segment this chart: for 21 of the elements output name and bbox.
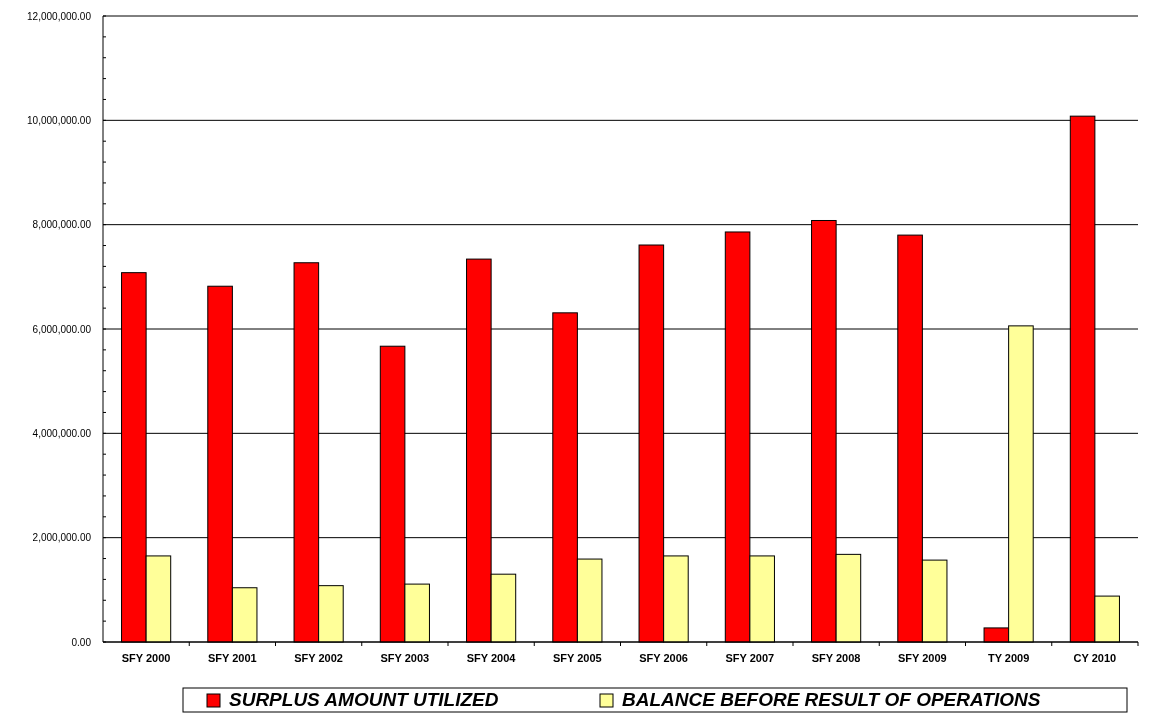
x-tick-label: SFY 2001 — [208, 652, 257, 664]
y-tick-label: 10,000,000.00 — [27, 114, 92, 126]
y-tick-label: 8,000,000.00 — [32, 219, 92, 231]
x-tick-label: SFY 2004 — [466, 652, 517, 664]
x-tick-label: SFY 2008 — [811, 652, 861, 664]
y-tick-label: 2,000,000.00 — [32, 532, 92, 544]
y-tick-label: 6,000,000.00 — [32, 323, 92, 335]
y-tick-label: 0.00 — [71, 636, 92, 648]
x-tick-label: SFY 2002 — [294, 652, 343, 664]
x-tick-label: SFY 2009 — [898, 652, 947, 664]
x-tick-label: CY 2010 — [1073, 652, 1117, 664]
legend-label: SURPLUS AMOUNT UTILIZED — [229, 689, 499, 710]
y-tick-label: 12,000,000.00 — [27, 10, 92, 22]
x-tick-label: SFY 2003 — [380, 652, 430, 664]
y-tick-label: 4,000,000.00 — [32, 427, 92, 439]
x-tick-label: TY 2009 — [987, 652, 1030, 664]
x-tick-label: SFY 2007 — [725, 652, 775, 664]
legend-label: BALANCE BEFORE RESULT OF OPERATIONS — [622, 689, 1041, 710]
x-tick-label: SFY 2006 — [639, 652, 688, 664]
x-tick-label: SFY 2005 — [553, 652, 602, 664]
x-tick-label: SFY 2000 — [121, 652, 171, 664]
